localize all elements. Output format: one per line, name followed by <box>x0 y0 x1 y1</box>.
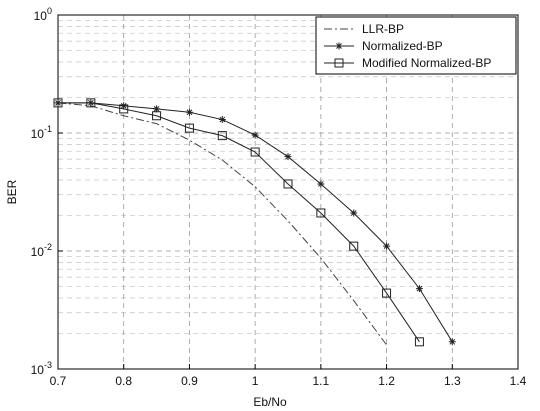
marker <box>350 209 358 217</box>
legend-label: Normalized-BP <box>362 39 443 53</box>
marker <box>283 179 293 189</box>
x-tick-label: 1.2 <box>378 374 395 388</box>
marker <box>119 104 129 114</box>
marker <box>317 180 325 188</box>
y-axis-label: BER <box>5 179 19 204</box>
marker <box>53 98 63 108</box>
marker <box>414 337 424 347</box>
legend-label: LLR-BP <box>362 22 404 36</box>
tick-exponent: -1 <box>44 124 52 134</box>
x-tick-label: 1 <box>252 374 259 388</box>
x-axis-label: Eb/No <box>253 395 287 409</box>
x-tick-label: 0.9 <box>181 374 198 388</box>
marker <box>284 153 292 161</box>
marker <box>152 111 162 121</box>
marker <box>184 123 194 133</box>
marker <box>334 58 344 68</box>
series-line <box>57 102 387 346</box>
x-tick-label: 0.8 <box>115 374 132 388</box>
x-tick-label: 1.1 <box>313 374 330 388</box>
y-tick-label: 10-1 <box>31 124 52 141</box>
marker <box>153 105 161 113</box>
x-tick-label: 0.7 <box>50 374 67 388</box>
marker <box>382 288 392 298</box>
tick-base: 10 <box>31 127 45 141</box>
x-tick-label: 1.4 <box>510 374 527 388</box>
plot-frame <box>57 14 519 370</box>
marker <box>415 285 423 293</box>
tick-exponent: -2 <box>44 242 52 252</box>
marker <box>185 108 193 116</box>
tick-base: 10 <box>31 245 45 259</box>
x-tick-label: 1.3 <box>444 374 461 388</box>
y-tick-label: 10-3 <box>31 360 52 377</box>
marker <box>217 131 227 141</box>
marker <box>349 241 359 251</box>
marker <box>316 208 326 218</box>
marker <box>383 242 391 250</box>
marker <box>250 147 260 157</box>
tick-exponent: -3 <box>44 360 52 370</box>
marker <box>335 42 343 50</box>
y-tick-label: 10-2 <box>31 242 52 259</box>
marker <box>86 98 96 108</box>
marker <box>448 338 456 346</box>
tick-base: 10 <box>31 363 45 377</box>
y-tick-label: 100 <box>34 6 52 23</box>
marker <box>218 116 226 124</box>
tick-base: 10 <box>34 9 48 23</box>
marker <box>251 131 259 139</box>
series-line <box>58 102 420 343</box>
marker <box>120 102 128 110</box>
tick-exponent: 0 <box>47 6 52 16</box>
legend-label: Modified Normalized-BP <box>362 56 491 70</box>
